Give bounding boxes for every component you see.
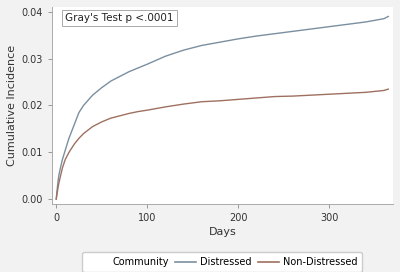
Non-Distressed [145,109,150,112]
Distressed [382,17,386,20]
Non-Distressed [72,142,77,146]
Non-Distressed [118,114,122,118]
Distressed [386,15,391,18]
Distressed [345,23,350,26]
Non-Distressed [309,94,314,97]
Distressed [272,32,277,35]
Distressed [327,25,332,28]
Non-Distressed [386,87,391,91]
Distressed [54,198,58,201]
Line: Non-Distressed: Non-Distressed [56,89,388,199]
Non-Distressed [81,132,86,135]
Text: Gray's Test p <.0001: Gray's Test p <.0001 [65,13,174,23]
Distressed [56,180,60,183]
Distressed [181,48,186,52]
Distressed [118,75,122,78]
Non-Distressed [56,181,61,184]
Non-Distressed [60,166,65,169]
Non-Distressed [363,91,368,94]
Line: Distressed: Distressed [56,16,388,199]
Distressed [55,188,60,191]
Distressed [163,55,168,58]
Non-Distressed [66,151,71,154]
Distressed [72,123,77,126]
Non-Distressed [200,100,204,103]
Legend: Community, Distressed, Non-Distressed: Community, Distressed, Non-Distressed [82,252,362,272]
Non-Distressed [272,95,277,98]
Non-Distressed [99,120,104,123]
Distressed [145,63,150,66]
X-axis label: Days: Days [208,227,236,237]
Non-Distressed [90,125,95,128]
Non-Distressed [163,105,168,109]
Distressed [236,37,241,41]
Distressed [218,41,222,44]
Non-Distressed [63,158,68,161]
Distressed [108,79,113,83]
Non-Distressed [58,173,63,177]
Non-Distressed [327,92,332,96]
Distressed [81,104,86,107]
Distressed [90,94,95,97]
Non-Distressed [382,89,386,92]
Non-Distressed [181,103,186,106]
Distressed [63,149,68,152]
Distressed [56,173,61,177]
Non-Distressed [345,92,350,95]
Y-axis label: Cumulative Incidence: Cumulative Incidence [7,45,17,166]
Distressed [363,20,368,24]
Distressed [290,30,295,33]
Non-Distressed [290,94,295,98]
Non-Distressed [76,137,81,140]
Non-Distressed [236,98,241,101]
Distressed [76,111,81,114]
Non-Distressed [108,116,113,120]
Distressed [60,157,65,160]
Distressed [309,27,314,31]
Non-Distressed [55,192,60,195]
Distressed [99,86,104,89]
Distressed [136,66,140,70]
Non-Distressed [218,99,222,103]
Distressed [127,70,132,73]
Non-Distressed [254,96,259,100]
Distressed [200,44,204,47]
Non-Distressed [54,198,58,201]
Non-Distressed [56,186,60,189]
Distressed [58,165,63,168]
Distressed [254,34,259,38]
Distressed [66,137,71,140]
Non-Distressed [136,110,140,113]
Non-Distressed [127,112,132,115]
